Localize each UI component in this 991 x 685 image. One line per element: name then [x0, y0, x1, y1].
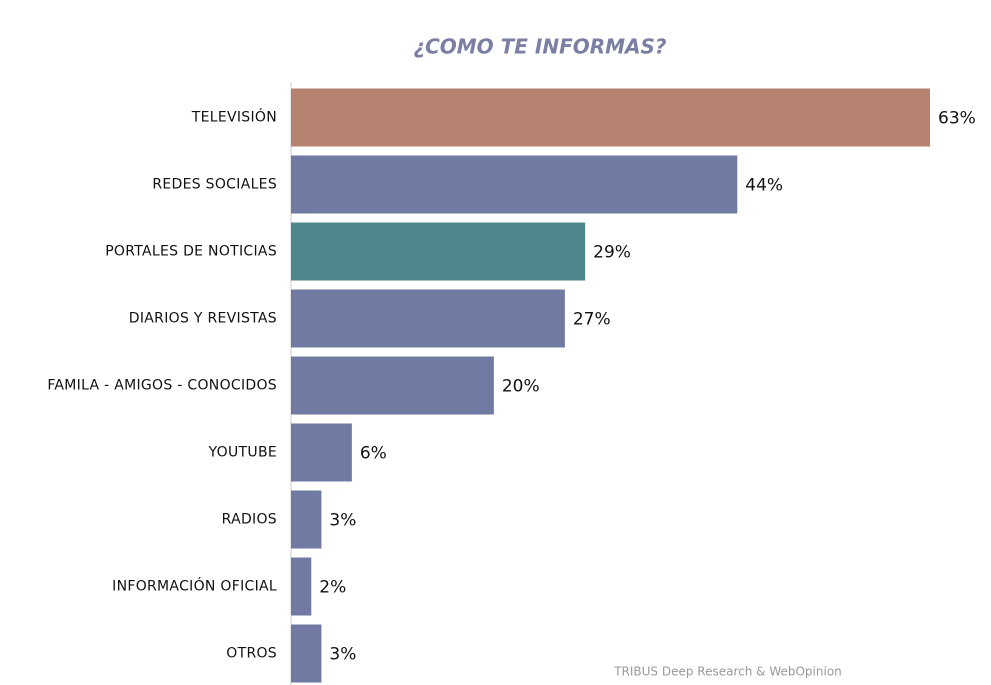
value-label: 20% [502, 377, 540, 397]
y-tick-label: REDES SOCIALES [152, 177, 277, 193]
value-label: 2% [319, 578, 346, 598]
value-label: 44% [745, 176, 783, 196]
bar [291, 289, 565, 348]
bar [291, 88, 930, 147]
value-label: 63% [938, 109, 976, 129]
y-tick-label: RADIOS [222, 512, 277, 528]
value-label: 29% [593, 243, 631, 263]
y-tick-label: FAMILA - AMIGOS - CONOCIDOS [47, 378, 277, 394]
value-label: 3% [329, 511, 356, 531]
y-tick-label: OTROS [226, 646, 277, 662]
value-label: 27% [573, 310, 611, 330]
bar [291, 624, 322, 683]
y-tick-label: PORTALES DE NOTICIAS [105, 244, 277, 260]
value-label: 6% [360, 444, 387, 464]
y-tick-label: DIARIOS Y REVISTAS [129, 311, 277, 327]
bar [291, 490, 322, 549]
y-tick-label: YOUTUBE [208, 445, 277, 461]
value-label: 3% [329, 645, 356, 665]
bar [291, 356, 494, 415]
y-tick-label: INFORMACIÓN OFICIAL [112, 577, 277, 595]
bar [291, 557, 312, 616]
source: TRIBUS Deep Research & WebOpinion [613, 665, 842, 679]
chart-title: ¿COMO TE INFORMAS? [413, 35, 666, 59]
bar [291, 155, 738, 214]
bar [291, 423, 352, 482]
y-tick-label: TELEVISIÓN [191, 108, 277, 126]
bar [291, 222, 586, 281]
